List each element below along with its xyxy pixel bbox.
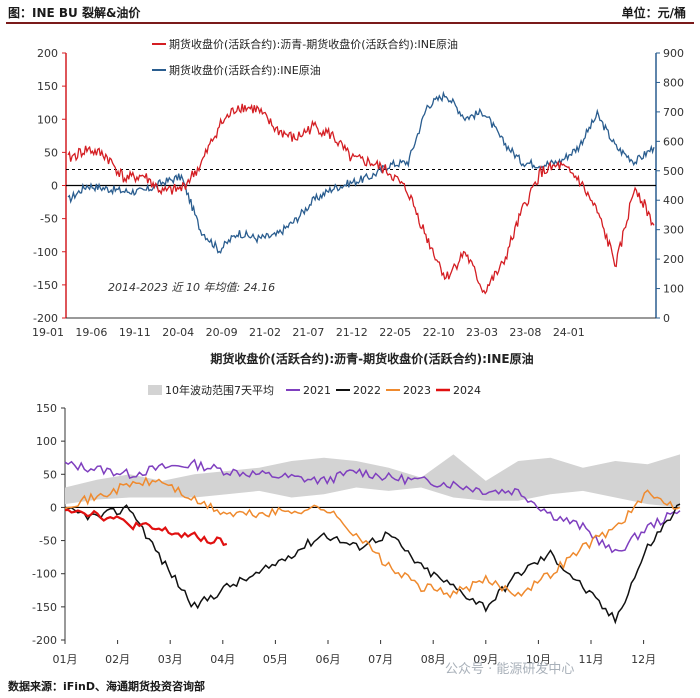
x-tick-label: 19-01	[32, 326, 64, 339]
legend-label-2024: 2024	[453, 384, 481, 397]
watermark: 公众号 · 能源研发中心	[445, 662, 575, 677]
y-tick-label: 50	[43, 468, 57, 481]
x-tick-label: 23-08	[509, 326, 541, 339]
right-tick-label: 300	[663, 224, 684, 237]
right-tick-label: 700	[663, 106, 684, 119]
x-tick-label: 19-11	[119, 326, 151, 339]
right-tick-label: 200	[663, 253, 684, 266]
legend-label-2022: 2022	[353, 384, 381, 397]
right-tick-label: 100	[663, 283, 684, 296]
x-tick-label: 10月	[526, 653, 551, 666]
y-tick-label: -200	[32, 634, 57, 647]
left-tick-label: 200	[37, 47, 58, 60]
series-crack-spread	[67, 103, 655, 295]
x-tick-label: 03月	[158, 653, 183, 666]
crack-spread-chart: -200 -150 -100 -50 0 50 100 150 200 0 100 200 300 400…	[32, 37, 684, 339]
x-tick-label: 07月	[368, 653, 393, 666]
left-tick-label: -100	[33, 246, 58, 259]
right-tick-label: 0	[663, 312, 670, 325]
y-tick-label: -150	[32, 601, 57, 614]
right-tick-label: 900	[663, 47, 684, 60]
left-tick-label: 0	[51, 180, 58, 193]
left-tick-label: -150	[33, 279, 58, 292]
series-2022	[64, 503, 681, 625]
x-tick-label: 21-12	[336, 326, 368, 339]
x-tick-label: 06月	[316, 653, 341, 666]
legend-label-band: 10年波动范围7天平均	[165, 383, 274, 397]
legend-label-2021: 2021	[303, 384, 331, 397]
series-2023	[64, 476, 681, 599]
series-2021	[64, 458, 681, 554]
chart2-title: 期货收盘价(活跃合约):沥青-期货收盘价(活跃合约):INE原油	[210, 351, 533, 366]
figure-title: 图：INE BU 裂解&油价	[8, 6, 141, 20]
y-tick-label: 0	[50, 501, 57, 514]
left-tick-label: 100	[37, 113, 58, 126]
x-tick-label: 08月	[421, 653, 446, 666]
left-tick-label: 150	[37, 80, 58, 93]
left-tick-label: -200	[33, 312, 58, 325]
left-tick-label: 50	[44, 146, 58, 159]
volatility-band	[65, 454, 680, 508]
x-tick-label: 05月	[263, 653, 288, 666]
x-tick-label: 09月	[473, 653, 498, 666]
x-tick-label: 01月	[53, 653, 78, 666]
x-tick-label: 12月	[631, 653, 656, 666]
right-tick-label: 800	[663, 76, 684, 89]
legend-label-crude: 期货收盘价(活跃合约):INE原油	[169, 63, 321, 77]
x-tick-label: 19-06	[75, 326, 107, 339]
x-tick-label: 20-04	[162, 326, 194, 339]
legend-swatch-band	[148, 385, 162, 395]
x-tick-label: 22-05	[379, 326, 411, 339]
series-ine-crude	[67, 90, 655, 254]
left-tick-label: -50	[40, 213, 58, 226]
y-tick-label: 100	[36, 435, 57, 448]
average-label: 2014-2023 近 10 年均值: 24.16	[108, 281, 275, 294]
x-tick-label: 02月	[105, 653, 130, 666]
right-tick-label: 600	[663, 135, 684, 148]
x-tick-label: 21-07	[292, 326, 324, 339]
x-tick-label: 11月	[579, 653, 604, 666]
header-divider	[6, 22, 694, 24]
y-tick-label: -50	[39, 535, 57, 548]
series-2024	[64, 508, 228, 547]
y-tick-label: -100	[32, 568, 57, 581]
right-tick-label: 500	[663, 165, 684, 178]
x-tick-label: 21-02	[249, 326, 281, 339]
legend-label-2023: 2023	[403, 384, 431, 397]
x-tick-label: 24-01	[553, 326, 585, 339]
x-tick-label: 22-10	[423, 326, 455, 339]
x-tick-label: 20-09	[206, 326, 238, 339]
legend-label-crack: 期货收盘价(活跃合约):沥青-期货收盘价(活跃合约):INE原油	[169, 37, 458, 51]
x-tick-label: 04月	[210, 653, 235, 666]
data-source: 数据来源：iFinD、海通期货投资咨询部	[8, 680, 206, 693]
y-tick-label: 150	[36, 402, 57, 415]
x-tick-label: 23-03	[466, 326, 498, 339]
figure-unit: 单位：元/桶	[621, 6, 686, 20]
right-tick-label: 400	[663, 194, 684, 207]
figure-header: 图：INE BU 裂解&油价 单位：元/桶	[0, 0, 700, 22]
